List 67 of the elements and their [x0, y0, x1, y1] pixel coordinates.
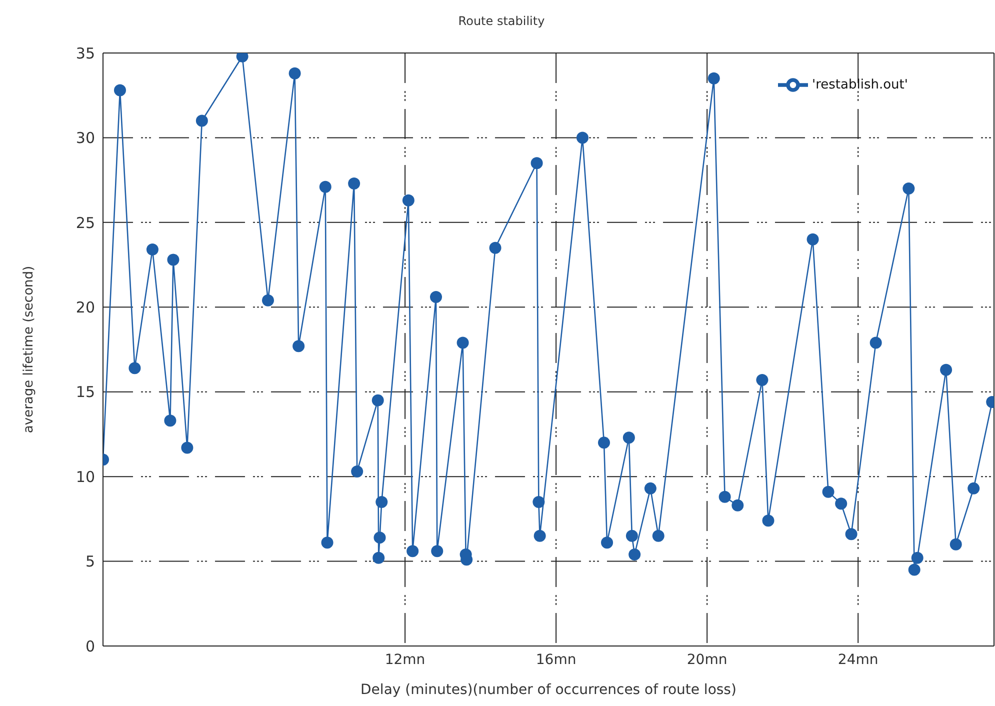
point	[968, 482, 980, 494]
point	[374, 532, 386, 544]
legend-label: 'restablish.out'	[812, 78, 908, 93]
point	[628, 548, 641, 561]
point	[292, 340, 305, 352]
y-tick-label: 25	[76, 214, 95, 232]
point	[870, 336, 882, 349]
point	[402, 194, 414, 206]
point	[288, 67, 301, 80]
point	[372, 552, 385, 564]
x-tick-label: 12mn	[384, 652, 426, 668]
point	[196, 114, 208, 127]
point	[534, 530, 546, 542]
point	[708, 72, 720, 84]
point	[167, 254, 180, 266]
point	[376, 496, 388, 508]
point	[652, 530, 664, 542]
point	[489, 242, 502, 254]
point	[181, 442, 194, 454]
point	[622, 432, 635, 444]
point	[372, 394, 384, 406]
point	[348, 177, 360, 190]
point	[845, 528, 858, 540]
point	[822, 486, 834, 498]
point	[626, 530, 638, 542]
point	[456, 336, 469, 349]
point	[146, 244, 158, 256]
y-tick-label: 20	[76, 298, 95, 316]
point	[908, 564, 920, 576]
point	[114, 84, 126, 96]
x-axis-title: Delay (minutes)(number of occurrences of route loss)	[360, 682, 736, 698]
point	[756, 374, 768, 386]
y-tick-label: 10	[76, 468, 95, 486]
point	[718, 490, 731, 503]
point	[128, 362, 141, 374]
y-tick-label: 35	[76, 44, 95, 62]
x-tick-label: 20mn	[686, 652, 728, 668]
y-tick-label: 30	[76, 129, 95, 148]
point	[835, 498, 848, 510]
point	[601, 536, 614, 549]
point	[406, 545, 419, 558]
y-tick-label: 0	[85, 637, 95, 656]
point	[806, 233, 819, 246]
point	[532, 496, 545, 508]
point	[576, 132, 588, 144]
point	[164, 414, 176, 427]
point	[598, 436, 610, 449]
point	[530, 157, 543, 170]
y-tick-label: 5	[85, 552, 95, 571]
point	[732, 499, 744, 512]
point	[762, 514, 774, 527]
point	[351, 465, 364, 478]
point	[430, 290, 442, 303]
point	[902, 182, 915, 195]
point	[321, 536, 334, 549]
y-tick-label: 15	[76, 383, 95, 402]
chart-title: Route stability	[457, 14, 546, 28]
point	[950, 538, 962, 550]
x-tick-label: 24mn	[838, 652, 878, 668]
x-tick-label: 16mn	[536, 652, 576, 668]
point	[644, 482, 656, 494]
point	[940, 364, 952, 376]
point	[319, 180, 332, 193]
point	[911, 552, 924, 564]
point	[431, 545, 444, 558]
point	[262, 294, 274, 306]
y-axis-title: average lifetime (second)	[22, 266, 37, 434]
